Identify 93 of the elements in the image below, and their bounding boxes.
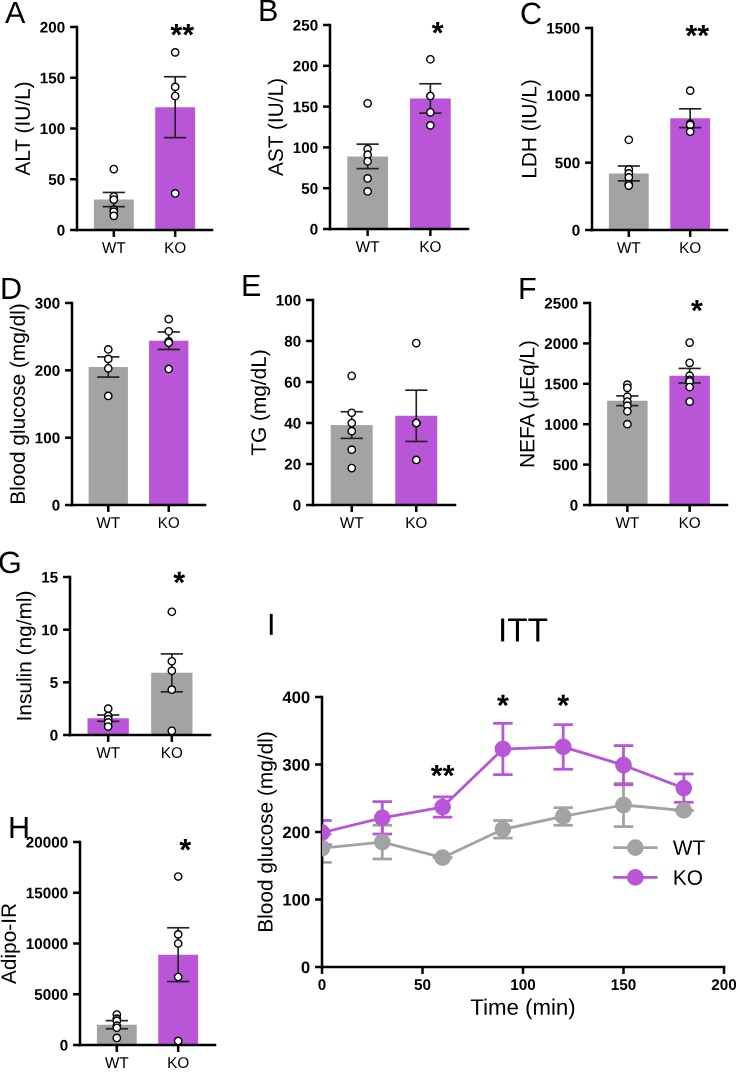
y-tick-label: 1000 <box>547 90 580 102</box>
y-tick-label: 300 <box>282 758 310 771</box>
y-tick-label: 10000 <box>26 938 68 950</box>
y-tick-label: 5000 <box>34 989 68 1000</box>
y-tick-label: 500 <box>553 459 578 471</box>
y-axis-title: Blood glucose (mg/dl) <box>9 304 30 504</box>
y-tick-label: 100 <box>276 294 301 306</box>
y-axis-title: ALT (IU/L) <box>14 82 35 176</box>
y-tick-label: 5 <box>50 677 58 689</box>
y-axis-title: Blood glucose (mg/dl) <box>257 732 277 932</box>
x-tick-label: 150 <box>611 979 636 991</box>
annotation: * <box>557 694 570 707</box>
y-tick-label: 200 <box>293 60 318 72</box>
x-tick-label: KO <box>158 517 180 529</box>
y-axis-title: LDH (IU/L) <box>521 80 541 178</box>
y-tick-label: 0 <box>570 499 578 511</box>
x-tick-label: KO <box>680 242 701 254</box>
y-tick-label: 0 <box>50 729 58 741</box>
chart-title: ITT <box>501 618 548 642</box>
y-axis-title: TG (mg/dL) <box>250 350 271 456</box>
x-tick-label: WT <box>96 517 120 528</box>
y-tick-label: 200 <box>40 21 65 33</box>
y-tick-label: 1500 <box>545 378 578 390</box>
y-tick-label: 100 <box>35 432 60 444</box>
text: A <box>5 1 26 23</box>
x-tick-label: 200 <box>711 979 737 991</box>
y-tick-label: 0 <box>310 223 318 235</box>
x-tick-label: 0 <box>318 979 326 991</box>
text: I <box>269 613 273 635</box>
x-tick-label: KO <box>406 517 427 529</box>
y-tick-label: 50 <box>301 183 318 194</box>
y-tick-label: 10 <box>42 624 58 636</box>
y-axis-title: Adipo-IR <box>0 903 21 984</box>
y-tick-label: 60 <box>284 376 301 388</box>
x-tick-label: 50 <box>414 979 431 991</box>
y-axis-title: AST (IU/L) <box>267 79 288 176</box>
text: C <box>521 2 541 25</box>
text: H <box>10 816 28 838</box>
y-tick-label: 1000 <box>545 419 578 430</box>
y-tick-label: 15000 <box>26 887 68 899</box>
x-tick-label: WT <box>355 241 380 252</box>
x-tick-label: KO <box>420 241 441 253</box>
y-tick-label: 40 <box>284 417 301 429</box>
annotation: ** <box>430 764 455 777</box>
y-tick-label: 300 <box>35 297 60 309</box>
y-tick-label: 250 <box>293 19 318 31</box>
y-tick-label: 0 <box>293 499 301 511</box>
y-axis-title: Insulin (ng/ml) <box>16 591 36 720</box>
y-tick-label: 20000 <box>26 836 68 848</box>
x-tick-label: KO <box>679 517 700 529</box>
x-tick-label: WT <box>617 242 641 253</box>
x-tick-label: 100 <box>511 979 536 991</box>
y-tick-label: 100 <box>40 123 65 135</box>
y-tick-label: 0 <box>57 224 65 236</box>
annotation: ** <box>685 24 710 37</box>
y-tick-label: 2500 <box>544 297 578 309</box>
y-tick-label: 15 <box>42 572 58 583</box>
y-tick-label: 500 <box>555 157 580 169</box>
y-tick-label: 400 <box>282 691 310 704</box>
text: D <box>2 277 21 299</box>
y-tick-label: 2000 <box>544 338 578 350</box>
y-tick-label: 1500 <box>547 22 580 34</box>
x-tick-label: WT <box>339 517 364 528</box>
y-tick-label: 50 <box>48 174 65 185</box>
x-tick-label: KO <box>165 242 186 254</box>
y-tick-label: 150 <box>40 72 65 84</box>
text: E <box>243 274 261 296</box>
y-tick-label: 100 <box>293 142 318 154</box>
legend-label: WT <box>672 840 705 855</box>
y-tick-label: 80 <box>284 335 301 347</box>
y-tick-label: 0 <box>60 1039 68 1051</box>
annotation: * <box>173 571 186 584</box>
y-tick-label: 150 <box>293 101 318 113</box>
y-tick-label: 200 <box>282 826 310 839</box>
y-tick-label: 0 <box>572 224 580 236</box>
text: G <box>0 551 20 574</box>
y-tick-label: 0 <box>52 499 60 511</box>
annotation: * <box>431 22 444 34</box>
legend-label: KO <box>674 870 702 885</box>
annotation: * <box>497 694 509 707</box>
x-tick-label: WT <box>102 242 126 253</box>
y-tick-label: 100 <box>283 893 310 906</box>
y-tick-label: 20 <box>284 458 301 470</box>
y-tick-label: 0 <box>301 961 310 974</box>
annotation: * <box>179 839 192 851</box>
text: F <box>520 277 536 299</box>
x-axis-title: Time (min) <box>470 998 575 1020</box>
x-tick-label: WT <box>615 517 639 528</box>
annotation: ** <box>170 24 195 36</box>
text: B <box>260 0 277 21</box>
y-axis-title: NEFA (μEq/L) <box>519 341 539 467</box>
annotation: * <box>691 299 703 312</box>
y-tick-label: 200 <box>35 365 60 377</box>
